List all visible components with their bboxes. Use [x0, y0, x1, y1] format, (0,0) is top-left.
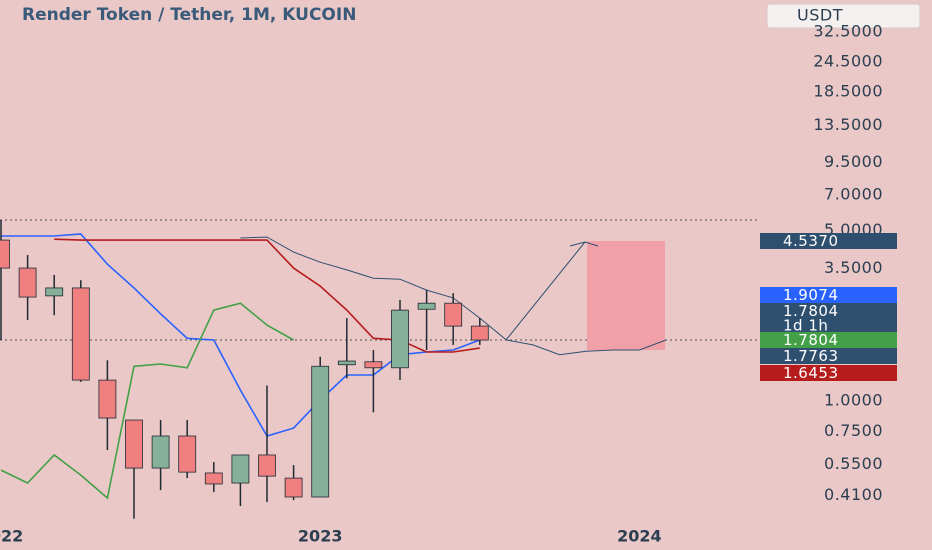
- y-tick-label: 24.5000: [813, 52, 883, 71]
- projection-arrow: [505, 241, 599, 341]
- y-tick-label: 1.0000: [824, 391, 883, 410]
- x-tick-label: 2023: [298, 527, 343, 546]
- y-tick-label: 0.5500: [824, 454, 883, 473]
- candle-body: [98, 379, 117, 419]
- candle-body: [337, 360, 356, 366]
- candle-body: [204, 472, 223, 485]
- indicator-line: [54, 238, 480, 353]
- y-tick-label: 3.5000: [824, 258, 883, 277]
- chart-title: Render Token / Tether, 1M, KUCOIN: [22, 5, 356, 25]
- price-badge-label: 1.7763: [783, 347, 839, 365]
- y-tick-label: 7.0000: [824, 184, 883, 203]
- price-badge: [760, 365, 897, 381]
- y-tick-label: 13.5000: [813, 115, 883, 134]
- y-tick-label: 32.5000: [813, 22, 883, 41]
- price-badge: [760, 303, 897, 334]
- candle-body: [311, 365, 330, 498]
- candle-body: [0, 239, 10, 269]
- x-tick-label: 2024: [617, 527, 662, 546]
- x-tick-label: 2022: [0, 527, 23, 546]
- price-badge-label: 1.7804: [783, 331, 839, 349]
- candle-body: [391, 309, 409, 369]
- candle-body: [231, 454, 250, 484]
- price-badge-label: 1.6453: [783, 364, 839, 382]
- price-badge-label: 1.9074: [783, 286, 839, 304]
- y-tick-label: 0.4100: [824, 485, 883, 504]
- y-tick-label: 0.7500: [824, 421, 883, 440]
- candle-body: [151, 435, 170, 469]
- price-badge: [760, 287, 897, 303]
- candle-body: [284, 477, 303, 498]
- candle-body: [470, 325, 489, 341]
- candle-body: [417, 302, 436, 310]
- y-tick-label: 18.5000: [813, 81, 883, 100]
- price-badge-label: 4.5370: [783, 232, 839, 250]
- candle-body: [444, 302, 463, 327]
- candle-body: [258, 454, 276, 477]
- currency-button[interactable]: [766, 3, 921, 29]
- candle-body: [125, 419, 143, 469]
- candle-body: [18, 267, 37, 298]
- price-badge: [760, 233, 897, 249]
- price-badge-label: 1.7804: [783, 302, 839, 320]
- indicator-line: [0, 302, 294, 500]
- price-badge: [760, 332, 897, 348]
- countdown-label: 1d 1h: [783, 317, 828, 335]
- currency-label: USDT: [797, 6, 843, 25]
- target-zone: [587, 241, 665, 350]
- candle-body: [45, 287, 64, 297]
- candle-body: [364, 361, 383, 369]
- candle-body: [178, 435, 197, 473]
- candle-body: [71, 287, 90, 381]
- price-badge: [760, 348, 897, 364]
- y-tick-label: 9.5000: [824, 152, 883, 171]
